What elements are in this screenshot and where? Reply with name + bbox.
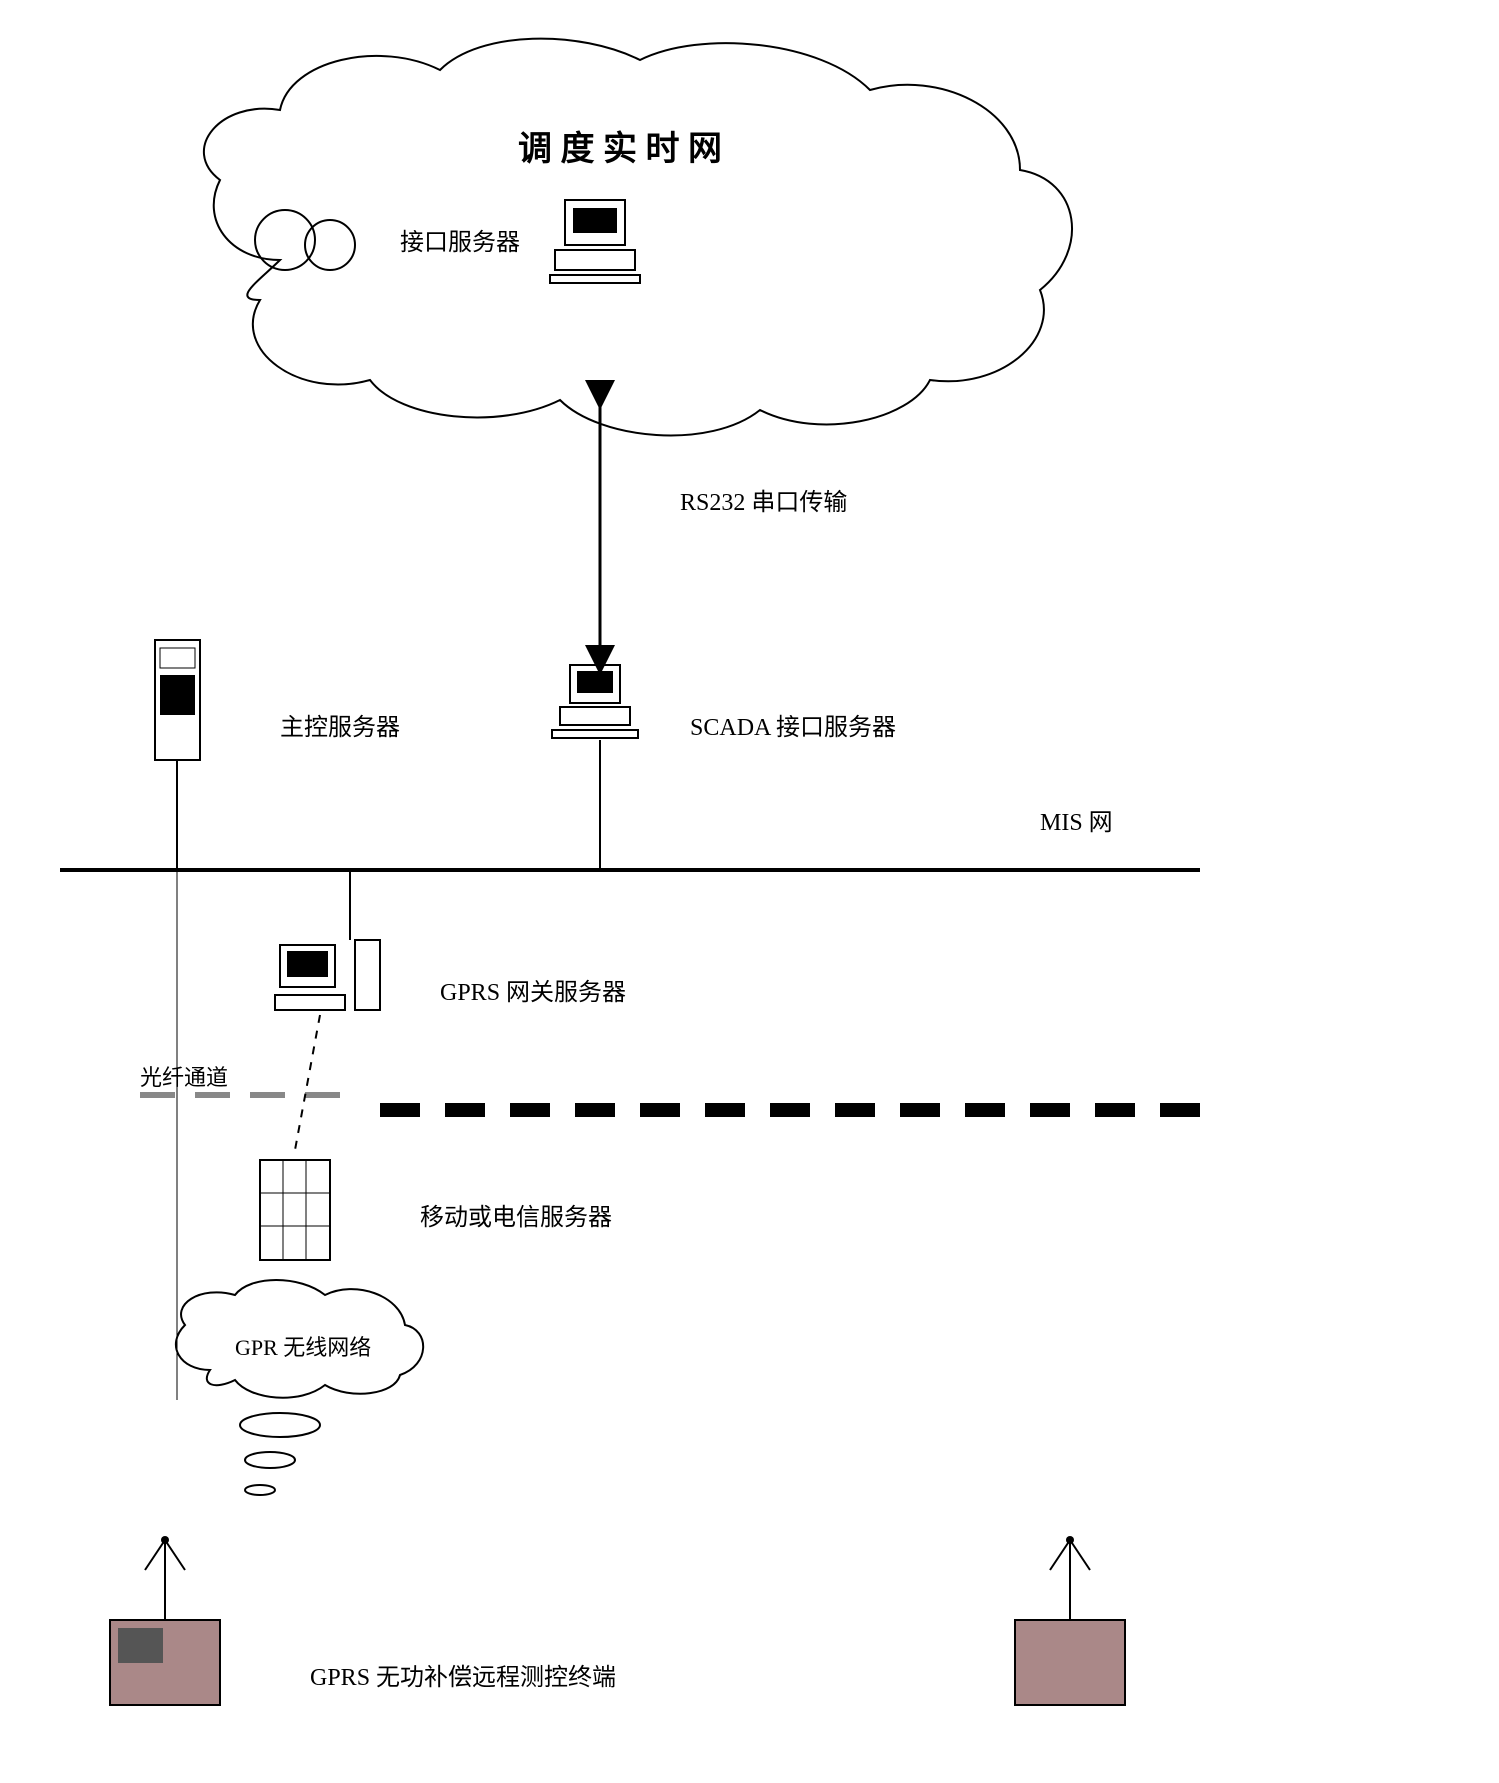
label-terminal: GPRS 无功补偿远程测控终端 [310, 1664, 616, 1691]
label-scada: SCADA 接口服务器 [690, 714, 896, 741]
gprs-gateway-icon [275, 940, 380, 1010]
cloud-top [204, 39, 1072, 436]
label-rs232: RS232 串口传输 [680, 489, 847, 516]
label-telecom: 移动或电信服务器 [420, 1204, 612, 1231]
label-interface-server: 接口服务器 [400, 229, 520, 256]
server-icon [550, 200, 640, 283]
label-wireless: GPR 无线网络 [235, 1335, 371, 1360]
label-gprs-gateway: GPRS 网关服务器 [440, 979, 626, 1006]
telecom-server-icon [260, 1160, 330, 1260]
terminal-left [110, 1536, 220, 1705]
scada-server-icon [552, 665, 638, 738]
main-server-icon [155, 640, 200, 1400]
label-main-server: 主控服务器 [280, 714, 400, 741]
label-mis: MIS 网 [1040, 810, 1113, 836]
terminal-right [1015, 1536, 1125, 1705]
network-diagram: 调 度 实 时 网 接口服务器 RS232 串口传输 主控服务器 SCADA 接… [0, 0, 1499, 1778]
label-fiber: 光纤通道 [140, 1065, 228, 1090]
title: 调 度 实 时 网 [518, 130, 722, 168]
